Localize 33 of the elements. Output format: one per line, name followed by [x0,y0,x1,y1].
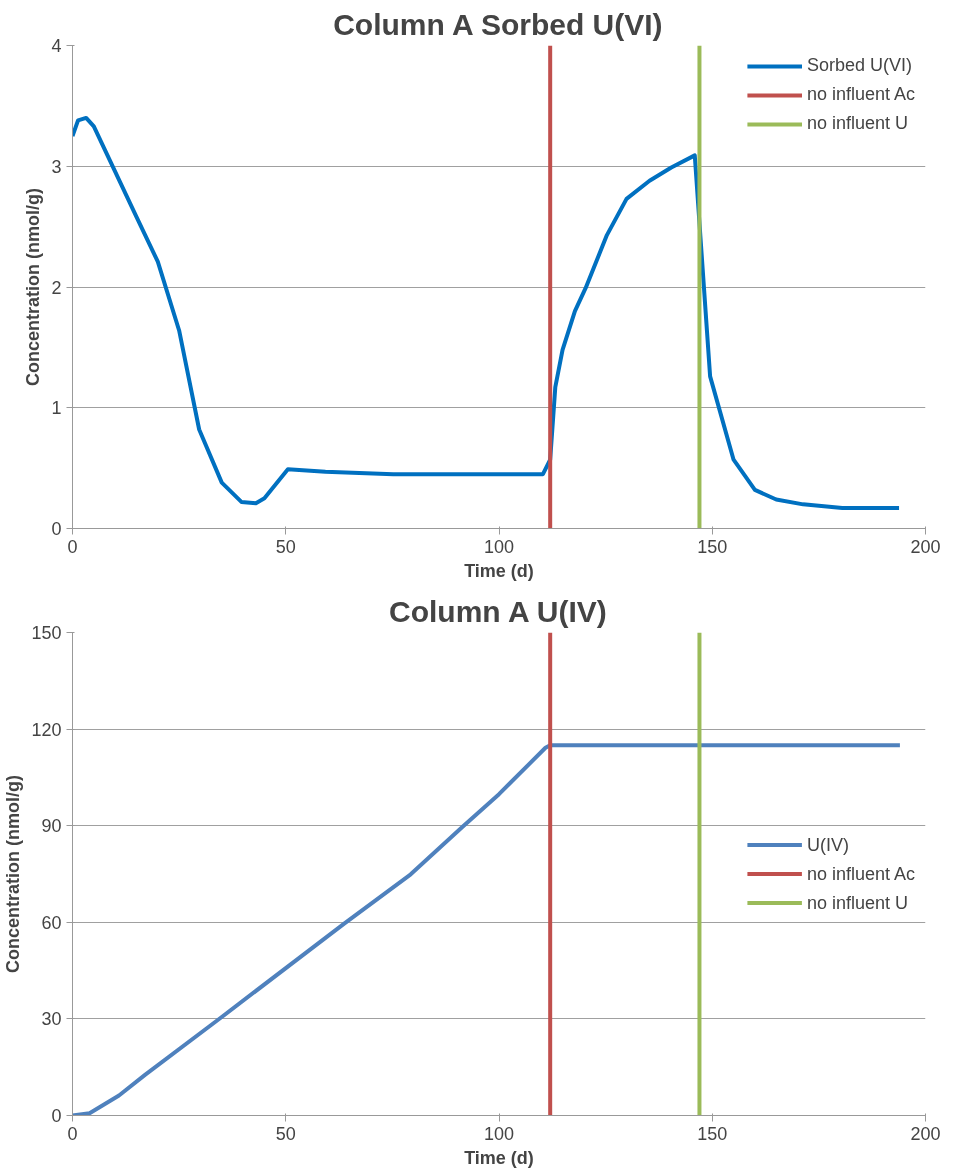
y-axis-title: Concentration (nmol/g) [3,775,24,973]
chart-title: Column A Sorbed U(VI) [333,7,663,41]
y-tick-label: 120 [31,719,62,740]
y-tick-label: 4 [51,36,62,56]
x-axis-title: Time (d) [464,1147,534,1168]
x-tick-label: 0 [67,1123,78,1144]
legend-label: no influent Ac [806,863,915,884]
x-tick-label: 200 [910,536,941,557]
x-tick-label: 0 [67,536,78,557]
y-tick-label: 60 [41,912,62,933]
y-tick-label: 3 [51,156,62,177]
x-tick-label: 50 [275,1123,296,1144]
legend-label: no influent Ac [806,84,915,105]
legend-label: Sorbed U(VI) [806,55,912,76]
y-tick-label: 150 [31,623,62,643]
y-tick-label: 0 [51,1106,62,1126]
y-tick-label: 2 [51,277,62,298]
y-tick-label: 1 [51,398,62,419]
x-tick-label: 50 [275,536,296,557]
legend-label: no influent U [806,113,908,134]
y-tick-label: 0 [51,519,62,539]
y-tick-label: 30 [41,1009,62,1030]
legend-label: no influent U [806,892,908,913]
x-tick-label: 200 [910,1123,941,1144]
x-tick-label: 100 [483,536,515,557]
legend-label: U(IV) [806,834,849,855]
x-tick-label: 150 [697,536,728,557]
y-axis-title: Concentration (nmol/g) [23,188,44,386]
x-tick-label: 150 [697,1123,728,1144]
x-axis-title: Time (d) [464,560,534,581]
x-tick-label: 100 [483,1123,515,1144]
chart-title: Column A U(IV) [389,594,607,628]
y-tick-label: 90 [41,816,62,837]
